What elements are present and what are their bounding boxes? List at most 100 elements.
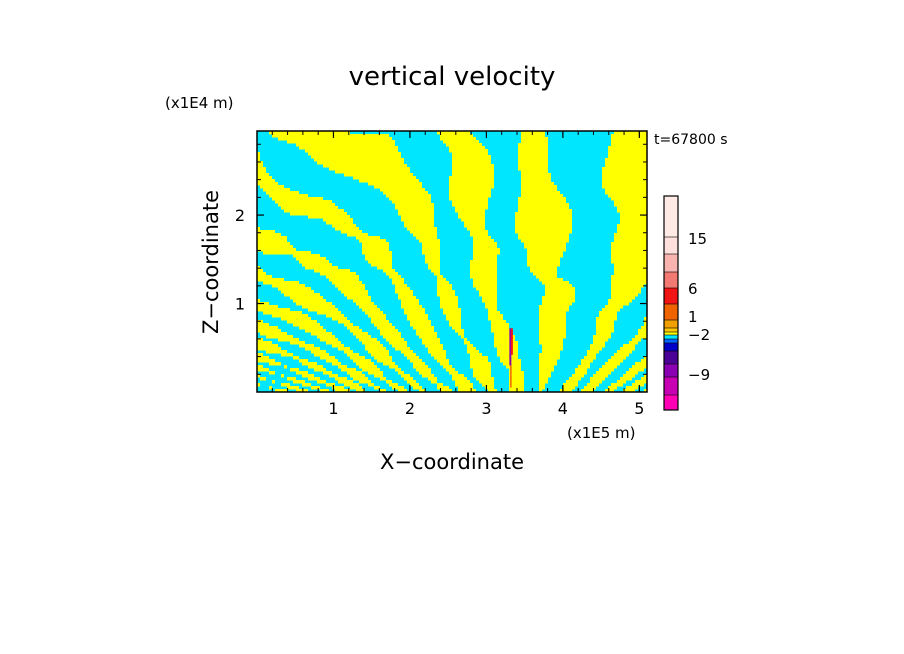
field-cell — [359, 179, 419, 183]
field-cell — [527, 251, 563, 255]
field-cell — [539, 305, 569, 309]
field-cell — [257, 182, 278, 186]
field-cell — [602, 167, 647, 171]
field-cell — [374, 386, 380, 390]
field-cell — [644, 323, 647, 327]
field-cell — [446, 317, 461, 321]
field-cell — [461, 335, 464, 339]
field-cell — [455, 383, 473, 387]
field-cell — [539, 368, 554, 372]
field-cell — [539, 329, 566, 333]
field-cell — [491, 323, 509, 327]
x-tick-label: 5 — [634, 399, 644, 418]
field-cell — [470, 353, 482, 357]
field-cell — [518, 143, 548, 147]
field-cell — [485, 302, 497, 306]
field-cell — [386, 380, 392, 384]
y-tick-label: 1 — [235, 295, 245, 314]
field-cell — [332, 317, 347, 321]
field-cell — [407, 317, 428, 321]
field-cell — [644, 320, 647, 324]
field-cell — [518, 236, 569, 240]
field-cell — [530, 269, 557, 273]
field-cell — [470, 269, 497, 273]
field-cell — [386, 338, 404, 342]
field-cell — [392, 281, 404, 285]
field-cell — [440, 134, 473, 138]
field-cell — [605, 389, 614, 392]
field-cell — [413, 365, 428, 369]
field-cell — [641, 326, 647, 330]
field-cell — [443, 311, 461, 315]
field-cell — [335, 377, 347, 381]
field-cell — [368, 383, 374, 387]
colorbar-bin — [664, 237, 678, 254]
field-cell — [497, 350, 518, 354]
field-cell — [281, 290, 314, 294]
field-cell — [398, 293, 413, 297]
field-cell — [311, 350, 326, 354]
field-cell — [422, 242, 440, 246]
field-cell — [473, 257, 497, 261]
x-tick-label: 1 — [328, 399, 338, 418]
field-cell — [443, 308, 461, 312]
colorbar-label: −9 — [688, 366, 710, 384]
field-cell — [494, 341, 518, 345]
field-cell — [563, 386, 575, 390]
field-cell — [509, 380, 524, 384]
field-cell — [518, 164, 548, 168]
field-cell — [353, 176, 416, 180]
field-cell — [473, 251, 500, 255]
field-cell — [335, 227, 359, 231]
field-cell — [485, 305, 497, 309]
field-cell — [524, 245, 566, 249]
x-tick-label: 3 — [481, 399, 491, 418]
field-cell — [509, 386, 524, 390]
field-cell — [467, 347, 476, 351]
field-cell — [326, 221, 353, 225]
field-cell — [503, 362, 521, 366]
field-cell — [287, 386, 299, 390]
field-cell — [521, 194, 563, 198]
field-cell — [347, 233, 368, 237]
field-cell — [572, 374, 584, 378]
field-cell — [410, 359, 422, 363]
field-cell — [488, 389, 497, 392]
field-cell — [329, 374, 338, 378]
field-cell — [320, 389, 329, 392]
field-cell — [617, 209, 647, 213]
field-cell — [632, 338, 641, 342]
field-cell — [431, 269, 440, 273]
field-cell — [602, 185, 647, 189]
field-cell — [611, 356, 626, 360]
field-cell — [398, 389, 407, 392]
field-cell — [510, 328, 513, 355]
field-cell — [371, 353, 389, 357]
field-cell — [596, 317, 617, 321]
field-cell — [440, 137, 476, 141]
field-cell — [281, 206, 338, 210]
field-cell — [257, 227, 260, 231]
field-cell — [509, 383, 524, 387]
field-cell — [374, 356, 392, 360]
colorbar-bin — [664, 272, 678, 288]
field-cell — [452, 377, 467, 381]
field-cell — [398, 371, 404, 375]
field-cell — [257, 365, 263, 369]
plot-frame — [256, 130, 648, 393]
field-cell — [500, 356, 518, 360]
field-cell — [257, 242, 290, 246]
field-cell — [473, 368, 491, 372]
field-cell — [488, 314, 503, 318]
field-cell — [518, 209, 572, 213]
field-cell — [515, 212, 572, 216]
field-cell — [605, 191, 647, 195]
field-cell — [347, 296, 371, 300]
field-cell — [518, 146, 548, 150]
field-cell — [377, 359, 392, 363]
field-cell — [278, 137, 392, 141]
field-cell — [347, 326, 359, 330]
field-cell — [587, 353, 596, 357]
field-cell — [608, 359, 623, 363]
field-cell — [611, 296, 635, 300]
